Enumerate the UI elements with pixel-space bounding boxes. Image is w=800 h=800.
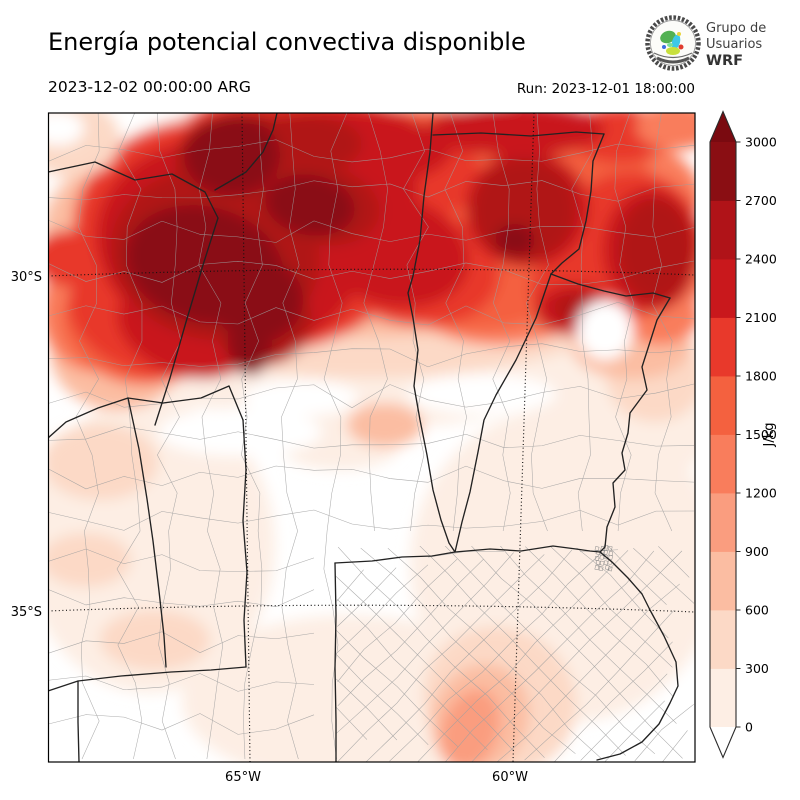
city-department-cluster [594,544,614,572]
run-time-label: Run: 2023-12-01 18:00:00 [516,81,695,97]
colorbar-segment [710,376,736,435]
province-border-line [214,113,278,191]
province-border-line [48,666,247,692]
logo-line-2: Usuarios [706,36,763,52]
province-border-line [334,562,337,762]
lon-tick-label: 60°W [492,770,528,785]
province-border-line [48,161,219,426]
colorbar-segment [710,551,736,611]
wrf-logo-emblem [644,14,702,76]
province-border-line [48,385,244,439]
colorbar-under-arrow [710,727,736,758]
colorbar-segment [710,610,736,669]
lat-tick-label: 35°S [11,605,42,620]
province-border-line [407,113,456,553]
province-border-line [599,297,671,553]
colorbar-tick-label: 2400 [745,252,777,267]
colorbar-tick-label: 2700 [745,193,777,208]
lon-tick-label: 65°W [225,770,261,785]
colorbar-unit-label: J/kg [762,423,777,448]
graticule [48,113,695,762]
cape-shading [48,113,695,762]
colorbar-tick-label: 300 [745,661,769,676]
colorbar-tick-label: 3000 [745,135,777,150]
province-border-line [432,131,605,137]
logo-line-1: Grupo de [706,21,767,36]
department-boundaries-mesh [48,113,695,760]
province-borders [48,113,679,762]
colorbar: 30002700240021001800150012009006003000J/… [709,110,777,759]
colorbar-over-arrow [710,111,736,142]
globe-emblem-icon [645,15,701,71]
valid-time-label: 2023-12-02 00:00:00 ARG [48,78,251,96]
province-border-line [550,133,605,275]
colorbar-tick-label: 1800 [745,369,777,384]
parallel-gridline [48,268,695,277]
colorbar-segment [710,259,736,318]
map-frame [47,112,696,763]
province-border-line [550,273,671,299]
colorbar-tick-label: 0 [745,720,753,735]
buenosaires-department-mesh [336,546,694,762]
province-border-line [242,419,248,668]
colorbar-segment [710,493,736,552]
colorbar-segment [710,668,736,728]
colorbar-tick-label: 2100 [745,310,777,325]
meridian-gridline [241,113,251,762]
lat-tick-label: 30°S [11,270,42,285]
parallel-gridline [48,604,695,613]
province-border-line [596,551,679,761]
colorbar-tick-label: 1500 [745,427,777,442]
colorbar-segment [710,317,736,377]
colorbar-tick-label: 1200 [745,486,777,501]
colorbar-segment [710,200,736,260]
colorbar-tick-label: 600 [745,603,769,618]
colorbar-tick-label: 900 [745,544,769,559]
meridian-gridline [512,113,535,762]
wrf-logo-text: Grupo de Usuarios WRF [706,21,766,70]
logo-line-3: WRF [706,52,744,69]
page-title: Energía potencial convectiva disponible [48,28,526,56]
province-border-line [454,273,552,553]
province-border-line [127,397,167,668]
colorbar-segment [710,434,736,494]
colorbar-segment [710,142,736,201]
province-border-line [77,680,80,762]
province-border-line [334,545,601,564]
